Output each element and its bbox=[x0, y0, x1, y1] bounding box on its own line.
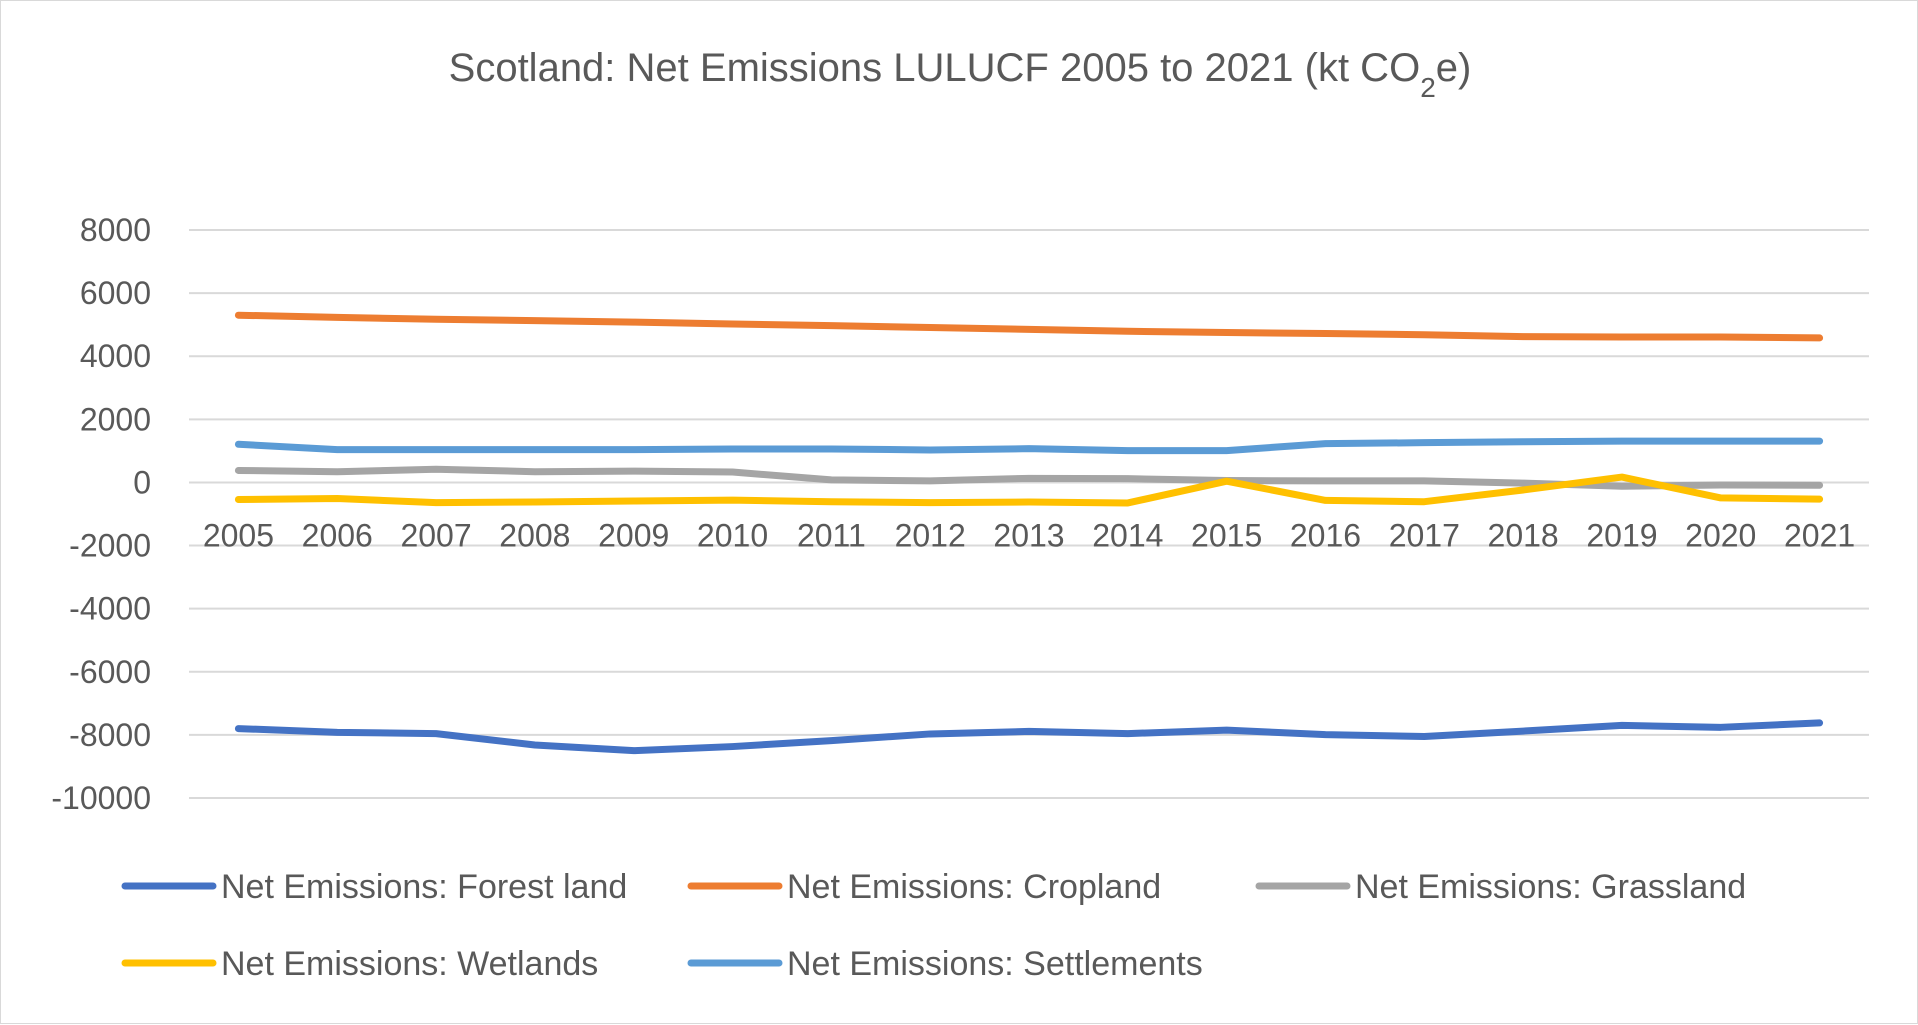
legend-item: Net Emissions: Settlements bbox=[687, 945, 1203, 983]
y-tick-label: -6000 bbox=[69, 654, 151, 690]
x-tick-label: 2013 bbox=[993, 517, 1064, 553]
y-tick-label: -10000 bbox=[51, 780, 151, 816]
legend-label: Net Emissions: Forest land bbox=[221, 868, 627, 906]
x-tick-label: 2007 bbox=[400, 517, 471, 553]
x-tick-label: 2017 bbox=[1389, 517, 1460, 553]
x-tick-label: 2011 bbox=[797, 517, 866, 553]
x-tick-label: 2014 bbox=[1092, 517, 1163, 553]
legend-item: Net Emissions: Forest land bbox=[121, 868, 627, 906]
x-tick-label: 2008 bbox=[499, 517, 570, 553]
series-line-4 bbox=[234, 473, 1824, 507]
y-axis-tick-labels: 8000 6000 4000 2000 0 -2000 -4000 -6000 -8000 -10… bbox=[51, 212, 151, 816]
x-tick-label: 2019 bbox=[1586, 517, 1657, 553]
x-tick-label: 2021 bbox=[1784, 517, 1855, 553]
chart-title-suffix: e) bbox=[1436, 46, 1472, 90]
chart-title-prefix: Scotland: Net Emissions LULUCF 2005 to 2… bbox=[449, 46, 1421, 90]
x-tick-label: 2015 bbox=[1191, 517, 1262, 553]
legend-item: Net Emissions: Cropland bbox=[687, 868, 1161, 906]
x-tick-label: 2009 bbox=[598, 517, 669, 553]
y-tick-label: -8000 bbox=[69, 717, 151, 753]
legend-label: Net Emissions: Wetlands bbox=[221, 945, 598, 983]
legend-label: Net Emissions: Grassland bbox=[1355, 868, 1746, 906]
x-tick-label: 2016 bbox=[1290, 517, 1361, 553]
y-tick-label: -2000 bbox=[69, 528, 151, 564]
legend-label: Net Emissions: Cropland bbox=[787, 868, 1161, 906]
series-line-5 bbox=[234, 437, 1824, 455]
legend-label: Net Emissions: Settlements bbox=[787, 945, 1203, 983]
legend-item: Net Emissions: Grassland bbox=[1255, 868, 1746, 906]
legend: Net Emissions: Forest land Net Emissions:… bbox=[121, 868, 1746, 983]
x-tick-label: 2005 bbox=[203, 517, 274, 553]
x-tick-label: 2012 bbox=[895, 517, 966, 553]
gridlines bbox=[189, 229, 1869, 799]
series-lines bbox=[234, 311, 1824, 755]
x-tick-label: 2006 bbox=[302, 517, 373, 553]
legend-item: Net Emissions: Wetlands bbox=[121, 945, 598, 983]
x-tick-label: 2020 bbox=[1685, 517, 1756, 553]
series-line-1 bbox=[234, 719, 1824, 755]
x-tick-label: 2010 bbox=[697, 517, 768, 553]
x-axis-tick-labels: 2005 2006 2007 2008 2009 2010 2011 2012 2013 2014… bbox=[203, 517, 1855, 553]
y-tick-label: 8000 bbox=[80, 212, 151, 248]
series-line-2 bbox=[234, 311, 1824, 342]
y-tick-label: 4000 bbox=[80, 338, 151, 374]
chart-title: Scotland: Net Emissions LULUCF 2005 to 2… bbox=[449, 46, 1472, 103]
y-tick-label: -4000 bbox=[69, 591, 151, 627]
y-tick-label: 2000 bbox=[80, 401, 151, 437]
y-tick-label: 6000 bbox=[80, 275, 151, 311]
y-tick-label: 0 bbox=[133, 464, 151, 500]
chart-title-subscript: 2 bbox=[1420, 72, 1436, 103]
x-tick-label: 2018 bbox=[1488, 517, 1559, 553]
